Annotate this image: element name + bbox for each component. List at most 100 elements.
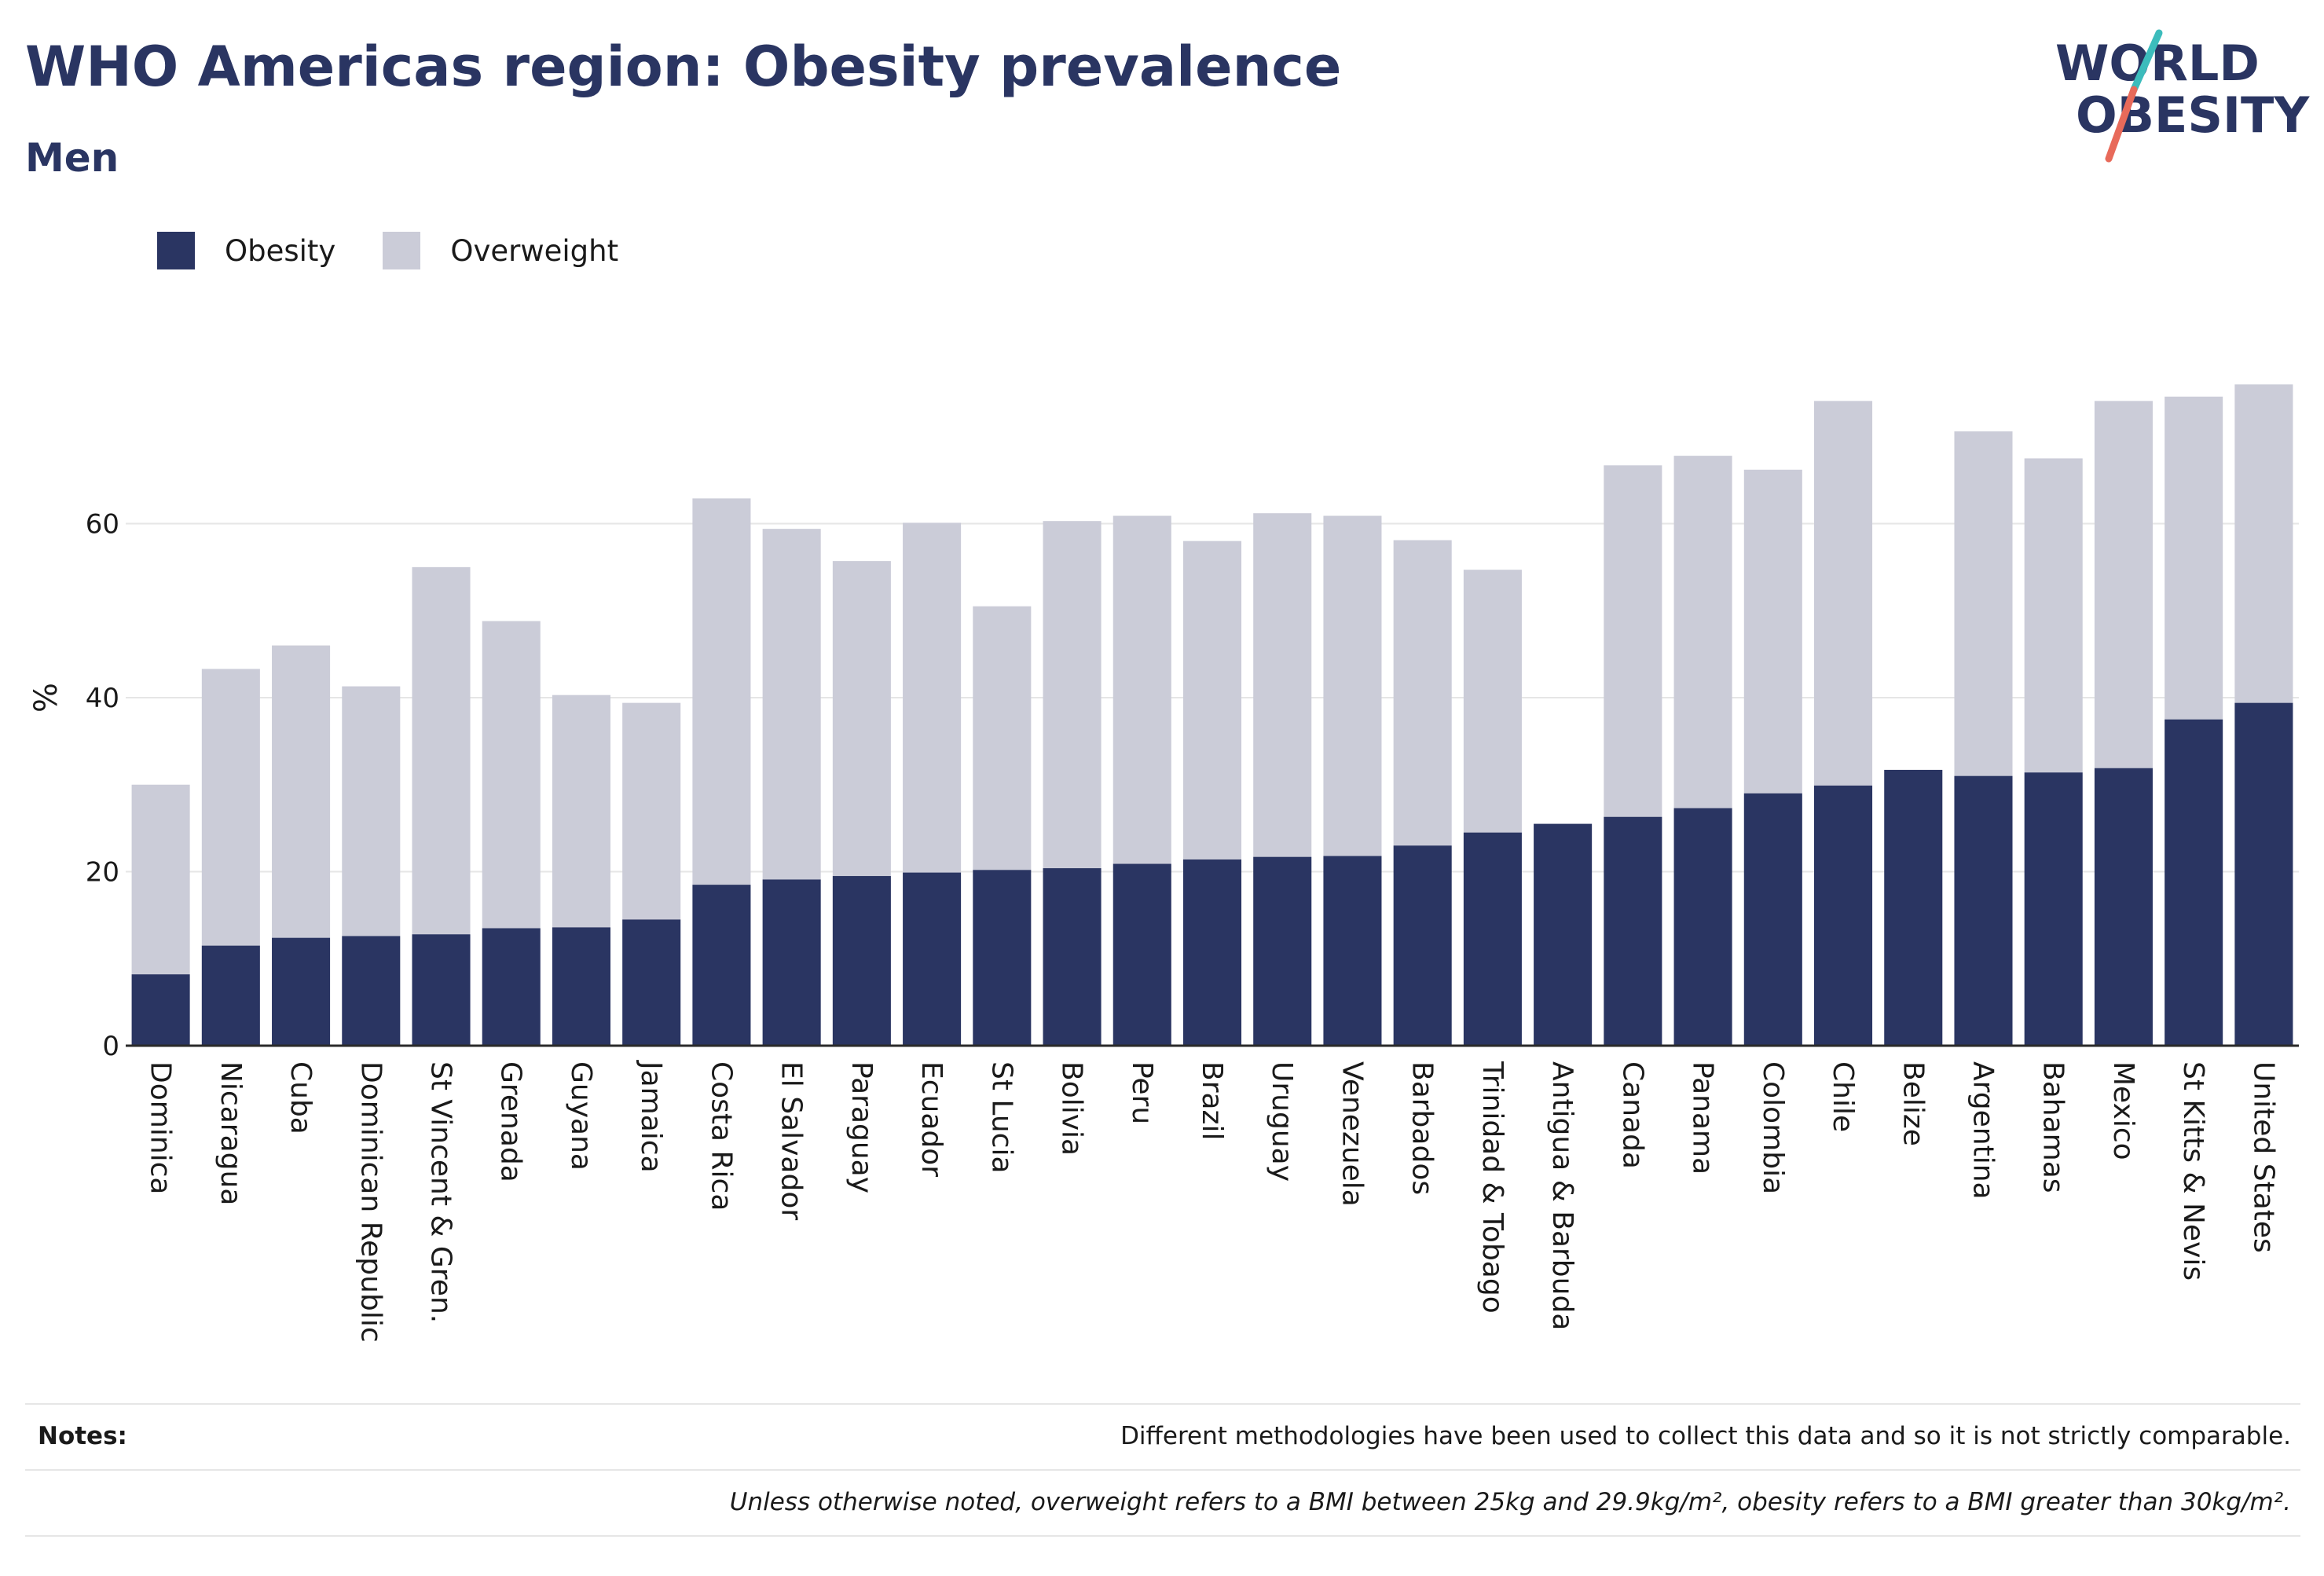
chart-title: WHO Americas region: Obesity prevalence (25, 35, 1342, 99)
bar-overweight (692, 498, 751, 885)
x-tick-label: Cuba (284, 1061, 317, 1134)
bar-overweight (342, 686, 401, 936)
bar-overweight (482, 621, 541, 929)
bar-obesity (552, 927, 610, 1046)
x-tick-label: St Lucia (985, 1061, 1017, 1174)
bar-obesity (1604, 816, 1662, 1046)
x-tick-label: Dominican Republic (354, 1061, 387, 1343)
bar-overweight (412, 566, 471, 935)
bar-obesity (342, 936, 401, 1046)
bar-overweight (832, 561, 891, 877)
x-tick-label: Nicaragua (214, 1061, 247, 1205)
y-tick-label: 40 (86, 683, 119, 714)
x-tick-label: Trinidad & Tobago (1476, 1061, 1508, 1314)
bar-obesity (1323, 856, 1382, 1046)
bar-overweight (1954, 431, 2013, 776)
bar-obesity (622, 919, 681, 1046)
bar-overweight (622, 702, 681, 920)
bar-obesity (1673, 808, 1732, 1046)
bars (131, 384, 2293, 1046)
bar-obesity (272, 937, 331, 1046)
x-tick-label: Guyana (565, 1061, 597, 1171)
x-tick-label: St Kitts & Nevis (2177, 1061, 2209, 1281)
bar-overweight (1393, 540, 1452, 846)
x-tick-label: Dominica (145, 1061, 177, 1195)
bar-obesity (1884, 769, 1943, 1046)
x-tick-label: Bolivia (1056, 1061, 1088, 1156)
bar-obesity (201, 945, 260, 1046)
bar-obesity (1113, 863, 1171, 1046)
bar-obesity (1743, 793, 1802, 1046)
logo-slash-coral (2105, 86, 2138, 163)
notes-label: Notes: (38, 1422, 127, 1450)
bar-obesity (1463, 832, 1522, 1046)
bar-overweight (1604, 465, 1662, 817)
bar-overweight (2234, 384, 2293, 703)
bar-obesity (482, 928, 541, 1046)
bar-overweight (1113, 515, 1171, 864)
notes-row-1: Notes: Different methodologies have been… (25, 1403, 2300, 1469)
x-tick-label: Mexico (2107, 1061, 2139, 1160)
bar-obesity (2165, 719, 2223, 1046)
x-tick-label: Costa Rica (705, 1061, 737, 1211)
bar-obesity (412, 934, 471, 1046)
world-obesity-logo: WORLD OBESITY (2055, 29, 2310, 163)
bar-overweight (552, 695, 610, 928)
x-tick-label: Brazil (1196, 1061, 1228, 1140)
x-tick-label: Uruguay (1266, 1061, 1298, 1182)
legend-label-overweight: Overweight (450, 233, 619, 268)
x-tick-label: Grenada (495, 1061, 527, 1182)
bar-obesity (1954, 775, 2013, 1046)
bar-overweight (2094, 401, 2153, 768)
bar-obesity (1253, 856, 1312, 1046)
x-tick-label: Belize (1897, 1061, 1929, 1146)
bar-obesity (2234, 702, 2293, 1046)
bar-overweight (1323, 515, 1382, 856)
legend-swatch-obesity (157, 232, 195, 269)
bar-obesity (2094, 768, 2153, 1046)
bar-obesity (1182, 859, 1242, 1046)
bar-overweight (762, 529, 821, 880)
legend-label-obesity: Obesity (225, 233, 336, 268)
x-tick-label: Bahamas (2037, 1061, 2069, 1193)
notes-section: Notes: Different methodologies have been… (25, 1403, 2300, 1537)
bar-overweight (973, 606, 1032, 870)
bar-overweight (1814, 401, 1873, 786)
bar-obesity (1534, 823, 1593, 1046)
x-tick-label: Barbados (1406, 1061, 1439, 1195)
x-tick-label: United States (2247, 1061, 2279, 1253)
bar-overweight (1253, 513, 1312, 857)
bar-overweight (1743, 469, 1802, 793)
y-tick-label: 0 (102, 1031, 119, 1062)
x-tick-label: Jamaica (635, 1060, 667, 1173)
x-tick-label: El Salvador (775, 1061, 808, 1220)
bar-overweight (201, 669, 260, 946)
bar-overweight (1182, 541, 1242, 859)
chart-subtitle: Men (25, 135, 119, 181)
bar-obesity (973, 870, 1032, 1046)
y-tick-label: 20 (86, 857, 119, 889)
bar-overweight (1673, 456, 1732, 808)
bar-obesity (692, 885, 751, 1046)
y-tick-label: 60 (86, 509, 119, 541)
bar-obesity (2024, 772, 2083, 1046)
bar-overweight (1043, 521, 1102, 869)
x-tick-label: Venezuela (1336, 1061, 1368, 1207)
stacked-bar-chart: 0 20 40 60% Dominica Nicaragua Cuba Dominican R… (28, 384, 2299, 1343)
x-tick-label: Panama (1687, 1061, 1719, 1175)
bar-obesity (131, 974, 190, 1046)
bar-overweight (903, 522, 962, 873)
notes-row-2: Unless otherwise noted, overweight refer… (25, 1469, 2300, 1537)
chart-legend: Obesity Overweight (157, 232, 665, 269)
x-tick-label: Canada (1616, 1061, 1648, 1169)
note-bmi-definition: Unless otherwise noted, overweight refer… (729, 1488, 2291, 1516)
bar-overweight (2024, 458, 2083, 773)
bar-obesity (832, 876, 891, 1046)
x-tick-label: Peru (1126, 1061, 1158, 1124)
legend-item-obesity: Obesity (157, 232, 335, 269)
x-tick-label: Argentina (1967, 1061, 1999, 1200)
bar-overweight (131, 784, 190, 975)
bar-obesity (1393, 845, 1452, 1046)
bar-obesity (903, 872, 962, 1046)
bar-overweight (1463, 570, 1522, 833)
